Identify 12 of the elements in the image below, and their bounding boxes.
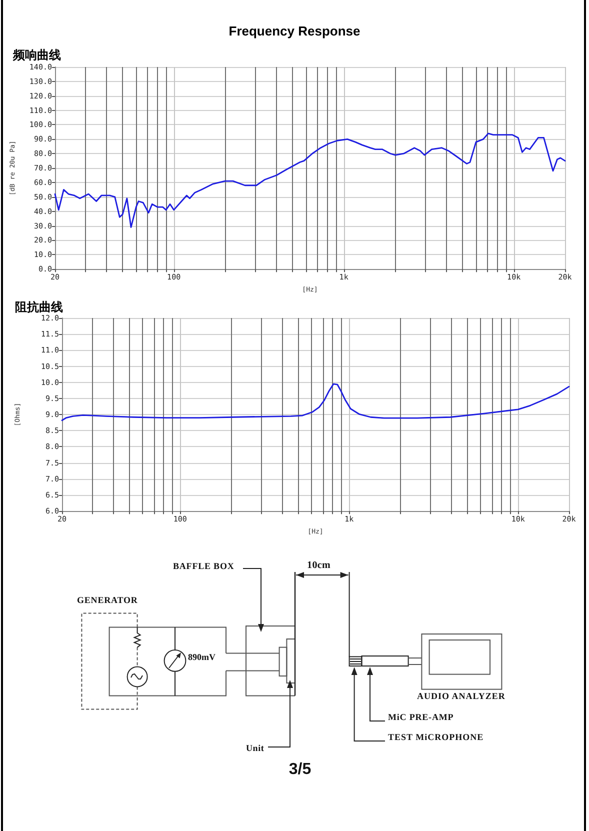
chart-title: 阻抗曲线 [15, 300, 63, 314]
text: 890mV [188, 652, 216, 662]
text: 10cm [307, 560, 332, 571]
text: 3/5 [288, 761, 312, 778]
chart-title: Frequency Response [228, 24, 360, 38]
text: BAFFLE BOX [173, 561, 234, 571]
text: AUDIO ANALYZER [417, 691, 506, 701]
text: Unit [246, 743, 264, 753]
chart-subtitle: 频响曲线 [12, 48, 61, 62]
text: TEST MiCROPHONE [388, 732, 484, 742]
text: MiC PRE-AMP [388, 712, 454, 722]
text: GENERATOR [77, 595, 138, 605]
